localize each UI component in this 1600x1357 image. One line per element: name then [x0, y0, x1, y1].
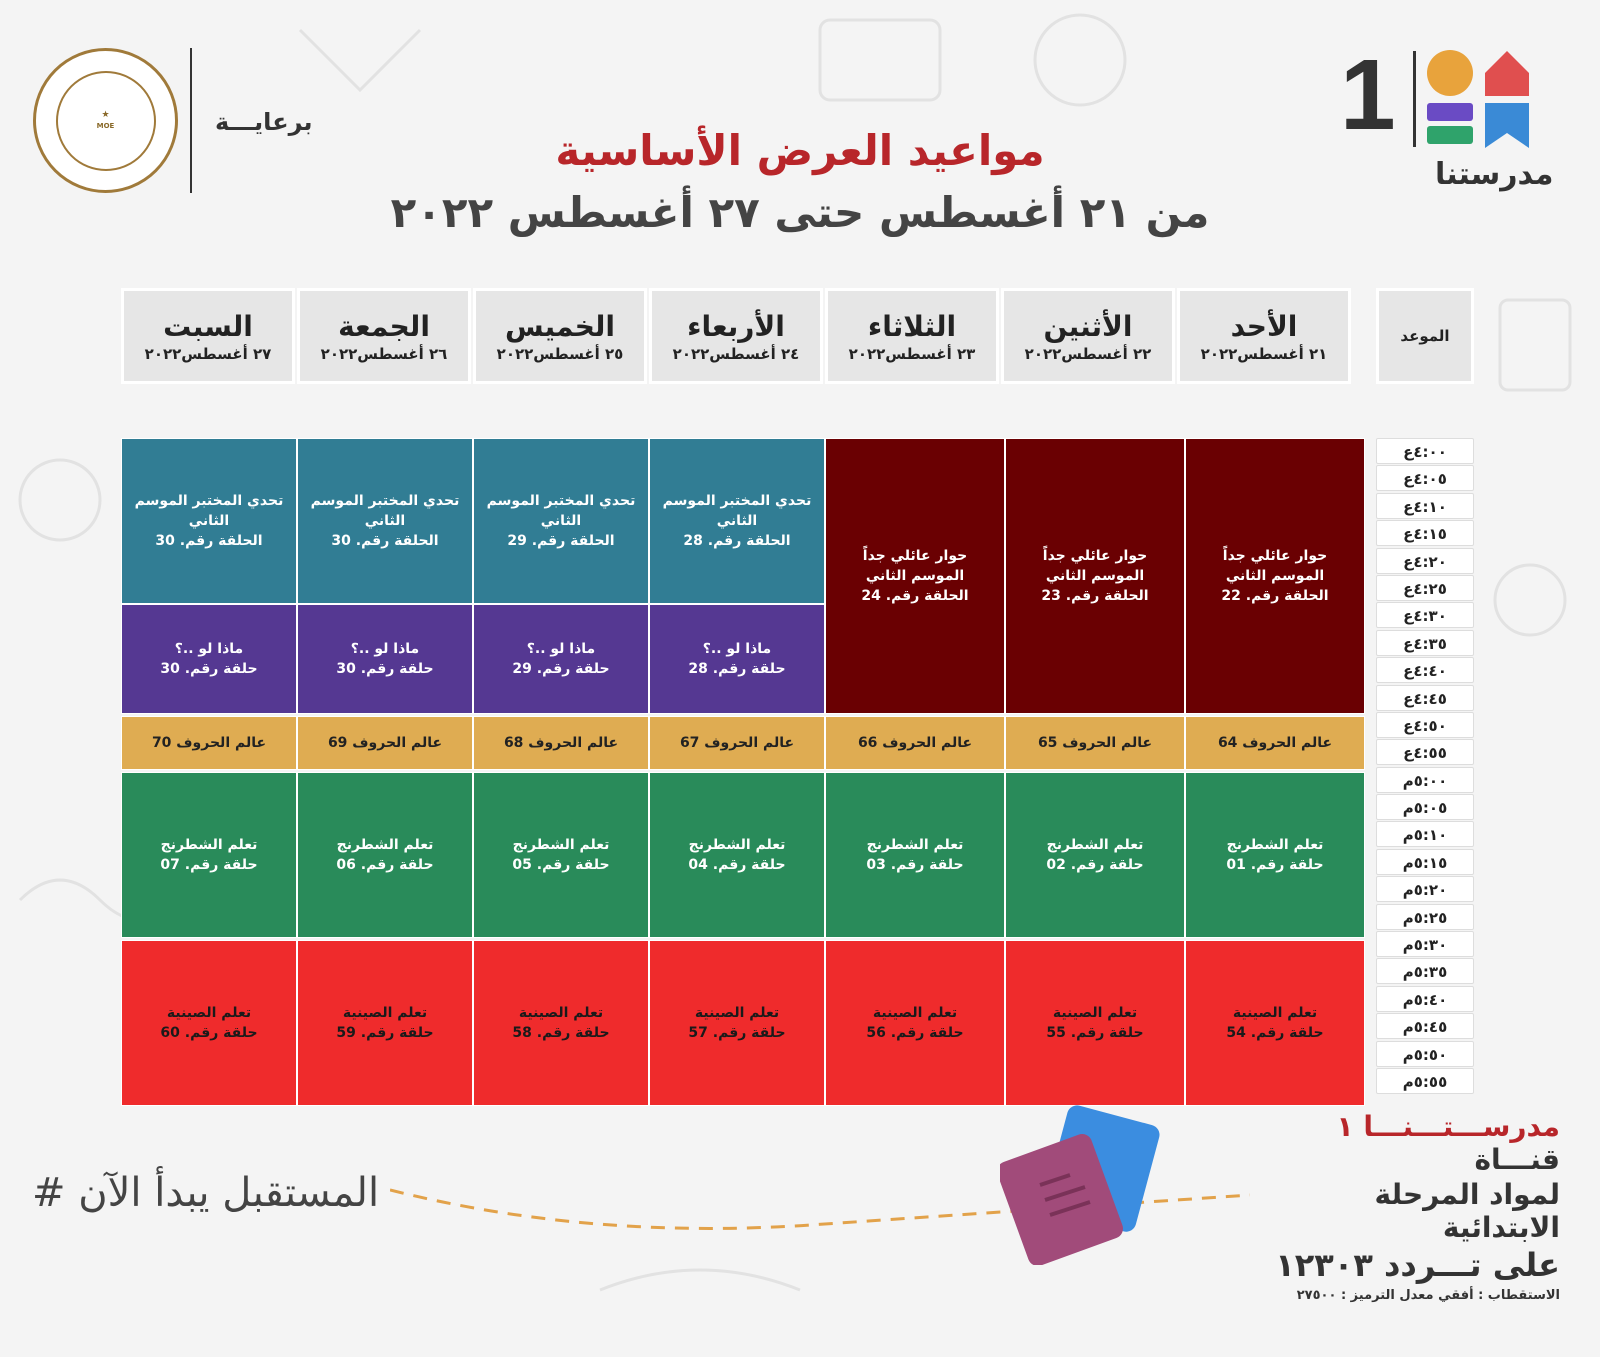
program-cell-lab-challenge: تحدي المختبر الموسم الثاني الحلقة رقم. 2… [473, 438, 649, 604]
time-slot: ٥:٢٠م [1376, 876, 1474, 903]
channel-polarization: الاستقطاب : أفقي معدل الترميز : ٢٧٥٠٠ [1296, 1288, 1560, 1303]
time-slot: ٥:٣٠م [1376, 931, 1474, 958]
program-cell-lab-challenge: تحدي المختبر الموسم الثاني الحلقة رقم. 2… [649, 438, 825, 604]
page-subtitle: من ٢١ أغسطس حتى ٢٧ أغسطس ٢٠٢٢ [390, 188, 1210, 237]
program-cell-chinese: تعلم الصينية حلقة رقم. 57 [649, 940, 825, 1106]
program-cell-letters-world: عالم الحروف 70 [121, 716, 297, 770]
time-slot: ٥:٤٥م [1376, 1013, 1474, 1040]
hashtag-slogan: # المستقبل يبدأ الآن [32, 1170, 380, 1216]
time-slots-column: ٤:٠٠ع ٤:٠٥ع ٤:١٠ع ٤:١٥ع ٤:٢٠ع ٤:٢٥ع ٤:٣٠… [1376, 438, 1474, 1095]
header-divider [190, 48, 192, 193]
program-cell-letters-world: عالم الحروف 65 [1005, 716, 1185, 770]
program-cell-letters-world: عالم الحروف 67 [649, 716, 825, 770]
time-column-header: الموعد [1376, 288, 1474, 384]
program-cell-family-dialogue: حوار عائلي جداً الموسم الثاني الحلقة رقم… [1005, 438, 1185, 714]
eagle-icon: ★ [101, 109, 110, 120]
program-cell-letters-world: عالم الحروف 69 [297, 716, 473, 770]
time-slot: ٤:١٥ع [1376, 520, 1474, 547]
program-cell-letters-world: عالم الحروف 68 [473, 716, 649, 770]
channel-number: 1 [1340, 39, 1396, 151]
day-header-saturday: السبت ٢٧ أغسطس٢٠٢٢ [121, 288, 295, 384]
program-cell-chess: تعلم الشطرنج حلقة رقم. 07 [121, 772, 297, 938]
program-cell-chinese: تعلم الصينية حلقة رقم. 59 [297, 940, 473, 1106]
day-header-tuesday: الثلاثاء ٢٣ أغسطس٢٠٢٢ [825, 288, 999, 384]
program-cell-what-if: ماذا لو ..؟ حلقة رقم. 30 [297, 604, 473, 714]
program-cell-chinese: تعلم الصينية حلقة رقم. 58 [473, 940, 649, 1106]
time-slot: ٥:٥٠م [1376, 1040, 1474, 1067]
logo-divider [1413, 51, 1416, 147]
channel-logo-icon [1427, 50, 1529, 148]
time-slot: ٥:٠٠م [1376, 766, 1474, 793]
program-cell-family-dialogue: حوار عائلي جداً الموسم الثاني الحلقة رقم… [825, 438, 1005, 714]
program-cell-lab-challenge: تحدي المختبر الموسم الثاني الحلقة رقم. 3… [121, 438, 297, 604]
time-slot: ٤:٥٠ع [1376, 711, 1474, 738]
program-cell-chess: تعلم الشطرنج حلقة رقم. 01 [1185, 772, 1365, 938]
time-slot: ٤:٣٠ع [1376, 602, 1474, 629]
program-cell-letters-world: عالم الحروف 64 [1185, 716, 1365, 770]
day-header-friday: الجمعة ٢٦ أغسطس٢٠٢٢ [297, 288, 471, 384]
channel-frequency-info: مدرســـتـــنـــا ١ قنـــاة لمواد المرحلة… [1260, 1110, 1560, 1303]
time-slot: ٥:٣٥م [1376, 958, 1474, 985]
program-cell-family-dialogue: حوار عائلي جداً الموسم الثاني الحلقة رقم… [1185, 438, 1365, 714]
time-slot: ٤:٠٠ع [1376, 438, 1474, 464]
program-cell-what-if: ماذا لو ..؟ حلقة رقم. 29 [473, 604, 649, 714]
program-cell-chess: تعلم الشطرنج حلقة رقم. 03 [825, 772, 1005, 938]
day-header-thursday: الخميس ٢٥ أغسطس٢٠٢٢ [473, 288, 647, 384]
time-slot: ٥:١٠م [1376, 821, 1474, 848]
channel-name: مدرستنا [1435, 157, 1554, 192]
ministry-seal-logo: ★ MOE [33, 48, 178, 193]
time-slot: ٤:٥٥ع [1376, 739, 1474, 766]
program-cell-chinese: تعلم الصينية حلقة رقم. 56 [825, 940, 1005, 1106]
program-cell-chinese: تعلم الصينية حلقة رقم. 60 [121, 940, 297, 1106]
program-cell-lab-challenge: تحدي المختبر الموسم الثاني الحلقة رقم. 3… [297, 438, 473, 604]
channel-prefix: قنـــاة [1474, 1143, 1560, 1176]
program-cell-letters-world: عالم الحروف 66 [825, 716, 1005, 770]
time-slot: ٤:٤٥ع [1376, 684, 1474, 711]
page-title: مواعيد العرض الأساسية [555, 126, 1045, 175]
time-slot: ٥:٥٥م [1376, 1067, 1474, 1094]
time-slot: ٤:٢٥ع [1376, 574, 1474, 601]
program-cell-chess: تعلم الشطرنج حلقة رقم. 02 [1005, 772, 1185, 938]
header: ★ MOE برعايـــة 1 مدرستنا مواعيد العرض ا… [0, 0, 1600, 280]
time-slot: ٥:١٥م [1376, 848, 1474, 875]
sponsor-label: برعايـــة [215, 108, 313, 136]
time-slot: ٤:٤٠ع [1376, 657, 1474, 684]
day-header-monday: الأثنين ٢٢ أغسطس٢٠٢٢ [1001, 288, 1175, 384]
day-header-sunday: الأحد ٢١ أغسطس٢٠٢٢ [1177, 288, 1351, 384]
channel-logo: 1 مدرستنا [1340, 45, 1560, 195]
time-slot: ٤:٢٠ع [1376, 547, 1474, 574]
program-cell-what-if: ماذا لو ..؟ حلقة رقم. 28 [649, 604, 825, 714]
program-cell-chinese: تعلم الصينية حلقة رقم. 55 [1005, 940, 1185, 1106]
day-header-wednesday: الأربعاء ٢٤ أغسطس٢٠٢٢ [649, 288, 823, 384]
time-slot: ٤:٣٥ع [1376, 629, 1474, 656]
time-slot: ٥:٢٥م [1376, 903, 1474, 930]
channel-subject: لمواد المرحلة الابتدائية [1374, 1178, 1560, 1244]
books-icon [1000, 1105, 1160, 1265]
time-slot: ٤:١٠ع [1376, 492, 1474, 519]
program-cell-what-if: ماذا لو ..؟ حلقة رقم. 30 [121, 604, 297, 714]
channel-frequency: على تـــردد ١٢٣٠٣ [1275, 1246, 1560, 1284]
program-cell-chess: تعلم الشطرنج حلقة رقم. 04 [649, 772, 825, 938]
time-slot: ٥:٠٥م [1376, 794, 1474, 821]
channel-brand: مدرســـتـــنـــا ١ [1336, 1110, 1560, 1143]
time-slot: ٥:٤٠م [1376, 985, 1474, 1012]
time-slot: ٤:٠٥ع [1376, 465, 1474, 492]
program-cell-chess: تعلم الشطرنج حلقة رقم. 05 [473, 772, 649, 938]
program-cell-chinese: تعلم الصينية حلقة رقم. 54 [1185, 940, 1365, 1106]
program-cell-chess: تعلم الشطرنج حلقة رقم. 06 [297, 772, 473, 938]
